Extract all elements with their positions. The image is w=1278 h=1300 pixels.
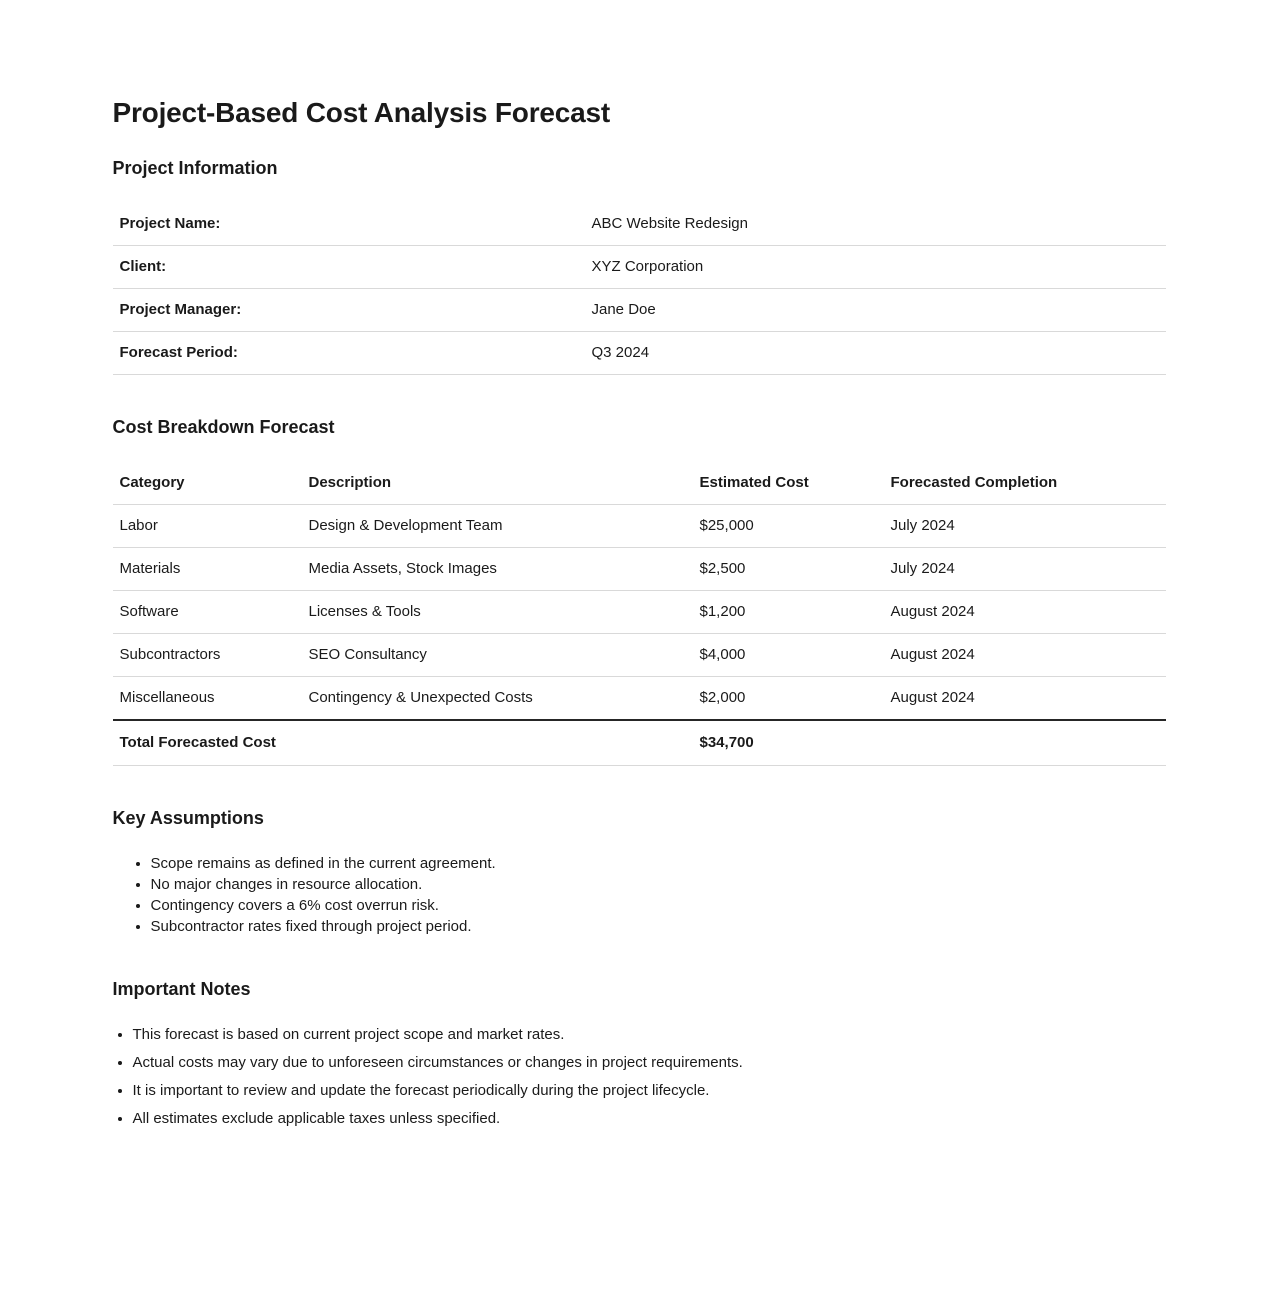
info-label-forecast-period: Forecast Period: <box>112 331 585 375</box>
info-value-project-manager: Jane Doe <box>584 288 1166 332</box>
list-item: Subcontractor rates fixed through projec… <box>151 916 1166 937</box>
cell-estimated-cost: $4,000 <box>692 633 884 677</box>
total-spacer <box>883 719 1166 766</box>
table-row: Software Licenses & Tools $1,200 August … <box>112 590 1166 634</box>
cell-description: Design & Development Team <box>301 504 693 548</box>
cell-forecasted-completion: August 2024 <box>883 590 1166 634</box>
project-info-table: Project Name: ABC Website Redesign Clien… <box>112 203 1166 375</box>
cell-estimated-cost: $2,500 <box>692 547 884 591</box>
cell-category: Materials <box>112 547 302 591</box>
table-row: Project Manager: Jane Doe <box>112 288 1166 332</box>
table-row: Project Name: ABC Website Redesign <box>112 203 1166 246</box>
cost-breakdown-table: Category Description Estimated Cost Fore… <box>112 462 1166 766</box>
total-value: $34,700 <box>692 719 884 766</box>
key-assumptions-list: Scope remains as defined in the current … <box>113 853 1166 937</box>
cell-category: Labor <box>112 504 302 548</box>
section-heading-cost-breakdown: Cost Breakdown Forecast <box>112 417 335 437</box>
table-row: Miscellaneous Contingency & Unexpected C… <box>112 676 1166 721</box>
cell-category: Subcontractors <box>112 633 302 677</box>
total-label: Total Forecasted Cost <box>112 719 302 766</box>
info-value-client: XYZ Corporation <box>584 245 1166 289</box>
cell-description: SEO Consultancy <box>301 633 693 677</box>
cell-estimated-cost: $1,200 <box>692 590 884 634</box>
list-item: All estimates exclude applicable taxes u… <box>133 1108 1166 1129</box>
list-item: This forecast is based on current projec… <box>133 1024 1166 1045</box>
info-label-client: Client: <box>112 245 585 289</box>
column-header-estimated-cost: Estimated Cost <box>692 462 884 505</box>
cell-category: Software <box>112 590 302 634</box>
cell-forecasted-completion: August 2024 <box>883 633 1166 677</box>
cell-description: Licenses & Tools <box>301 590 693 634</box>
column-header-category: Category <box>112 462 302 505</box>
list-item: It is important to review and update the… <box>133 1080 1166 1101</box>
total-spacer <box>301 719 693 766</box>
cell-description: Contingency & Unexpected Costs <box>301 676 693 721</box>
info-label-project-manager: Project Manager: <box>112 288 585 332</box>
table-row: Client: XYZ Corporation <box>112 245 1166 289</box>
section-heading-important-notes: Important Notes <box>112 979 251 999</box>
cell-estimated-cost: $25,000 <box>692 504 884 548</box>
info-value-forecast-period: Q3 2024 <box>584 331 1166 375</box>
list-item: No major changes in resource allocation. <box>151 874 1166 895</box>
table-row: Subcontractors SEO Consultancy $4,000 Au… <box>112 633 1166 677</box>
list-item: Contingency covers a 6% cost overrun ris… <box>151 895 1166 916</box>
column-header-description: Description <box>301 462 693 505</box>
cell-forecasted-completion: August 2024 <box>883 676 1166 721</box>
document-page: Project-Based Cost Analysis Forecast Pro… <box>112 0 1166 1256</box>
list-item: Scope remains as defined in the current … <box>151 853 1166 874</box>
important-notes-list: This forecast is based on current projec… <box>113 1024 1166 1129</box>
page-title: Project-Based Cost Analysis Forecast <box>112 97 611 128</box>
list-item: Actual costs may vary due to unforeseen … <box>133 1052 1166 1073</box>
table-header-row: Category Description Estimated Cost Fore… <box>112 462 1166 505</box>
table-row: Materials Media Assets, Stock Images $2,… <box>112 547 1166 591</box>
cell-forecasted-completion: July 2024 <box>883 547 1166 591</box>
total-row: Total Forecasted Cost $34,700 <box>112 719 1166 766</box>
table-row: Forecast Period: Q3 2024 <box>112 331 1166 375</box>
column-header-forecasted-completion: Forecasted Completion <box>883 462 1166 505</box>
info-value-project-name: ABC Website Redesign <box>584 203 1166 246</box>
cell-forecasted-completion: July 2024 <box>883 504 1166 548</box>
cell-description: Media Assets, Stock Images <box>301 547 693 591</box>
section-heading-project-information: Project Information <box>112 158 278 178</box>
cell-estimated-cost: $2,000 <box>692 676 884 721</box>
cell-category: Miscellaneous <box>112 676 302 721</box>
table-row: Labor Design & Development Team $25,000 … <box>112 504 1166 548</box>
info-label-project-name: Project Name: <box>112 203 585 246</box>
section-heading-key-assumptions: Key Assumptions <box>112 808 264 828</box>
